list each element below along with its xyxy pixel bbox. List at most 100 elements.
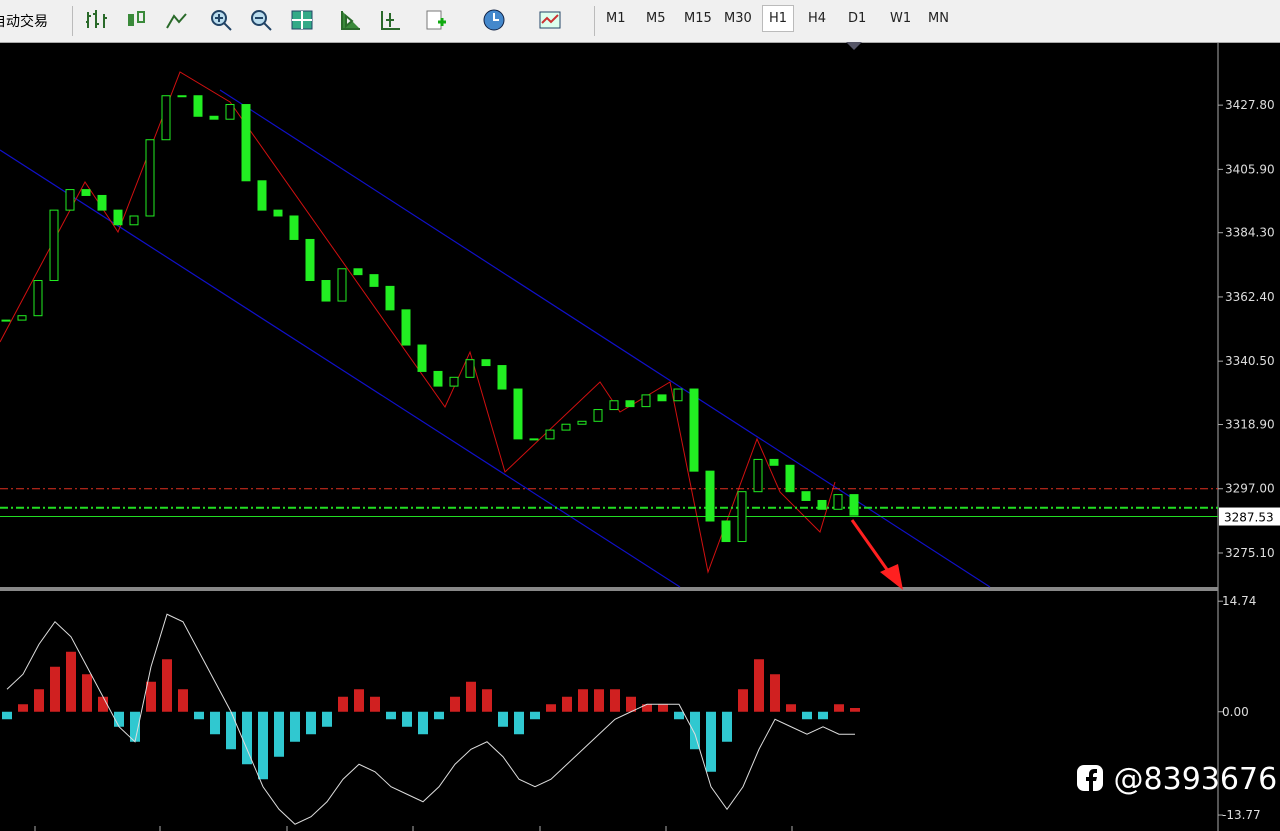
macd-tick-label: -13.77 <box>1222 808 1261 822</box>
histogram-bar <box>514 711 524 735</box>
price-tick-label: 3275.10 <box>1225 546 1275 560</box>
timeframe-button[interactable]: M30 <box>724 11 752 26</box>
histogram-bar <box>18 704 28 712</box>
line-icon[interactable] <box>164 8 188 32</box>
candle <box>193 95 203 117</box>
candle <box>241 104 251 182</box>
histogram-bar <box>706 711 716 772</box>
timeframe-button[interactable]: M5 <box>646 11 666 26</box>
candle <box>97 194 107 211</box>
chart: 3427.80 3405.90 3384.30 3362.40 3340.50 3318.… <box>0 42 1280 831</box>
candle <box>561 423 571 431</box>
histogram-bar <box>658 704 668 712</box>
candle <box>801 491 811 501</box>
histogram-bar <box>642 704 652 712</box>
candle <box>17 315 27 321</box>
histogram-bar <box>242 711 252 765</box>
candle <box>1 319 11 322</box>
candle <box>721 520 731 543</box>
histogram-bar <box>338 696 348 712</box>
candle <box>593 409 603 422</box>
timeframe-button[interactable]: D1 <box>848 11 867 26</box>
bar-chart-icon[interactable] <box>84 8 108 32</box>
histogram-bar <box>402 711 412 727</box>
histogram-bar <box>130 711 140 742</box>
candle <box>689 388 699 472</box>
histogram-bar <box>418 711 428 735</box>
candle <box>65 189 75 211</box>
price-tick-label: 3318.90 <box>1225 418 1275 432</box>
histogram-bar <box>98 696 108 712</box>
price-tick-label: 3340.50 <box>1225 354 1275 368</box>
auto-trade-button[interactable]: 自动交易 <box>0 14 48 30</box>
histogram-bar <box>562 696 572 712</box>
histogram-bar <box>674 711 684 720</box>
histogram-bar <box>354 689 364 712</box>
timeframe-button[interactable]: H4 <box>808 11 827 26</box>
histogram-bar <box>754 659 764 712</box>
current-price-label: 3287.53 <box>1224 511 1274 525</box>
histogram-bar <box>578 689 588 712</box>
timeframe-button[interactable]: W1 <box>890 11 912 26</box>
histogram-bar <box>594 689 604 712</box>
histogram-bar <box>306 711 316 735</box>
histogram-bar <box>258 711 268 780</box>
candle <box>433 370 443 387</box>
candle <box>225 104 235 120</box>
timeframe-button[interactable]: M15 <box>684 11 712 26</box>
candle <box>81 189 91 196</box>
histogram-bar <box>530 711 540 720</box>
tile-icon[interactable] <box>290 8 314 32</box>
histogram-bar <box>738 689 748 712</box>
shift-icon[interactable] <box>378 8 402 32</box>
candle <box>129 215 139 226</box>
period-icon[interactable] <box>482 8 506 32</box>
histogram-bar <box>482 689 492 712</box>
histogram-bar <box>370 696 380 712</box>
indicator-icon[interactable] <box>424 8 448 32</box>
candle <box>369 274 379 287</box>
price-tick-label: 3427.80 <box>1225 98 1275 112</box>
price-tick-label: 3297.00 <box>1225 482 1275 496</box>
timeframe-button[interactable]: M1 <box>606 11 626 26</box>
histogram-bar <box>610 689 620 712</box>
candle <box>161 95 171 141</box>
pane-divider <box>0 587 1218 591</box>
histogram-bar <box>466 681 476 712</box>
candle <box>49 209 59 282</box>
watermark-text: @8393676 <box>1113 762 1278 797</box>
histogram-bar <box>626 696 636 712</box>
separator <box>594 6 595 36</box>
candle-icon[interactable] <box>124 8 148 32</box>
timeframe-button[interactable]: MN <box>928 11 949 26</box>
facebook-icon <box>1077 765 1103 791</box>
candle <box>385 285 395 311</box>
macd-line <box>6 613 855 825</box>
candle <box>113 209 123 226</box>
timeframe-button[interactable]: H1 <box>762 5 795 32</box>
zoom-in-icon[interactable] <box>209 8 233 32</box>
candle <box>417 344 427 372</box>
candle <box>849 494 859 516</box>
candle <box>353 268 363 276</box>
candle <box>497 365 507 390</box>
candle <box>449 376 459 387</box>
macd-tick-label: 0.00 <box>1222 705 1249 719</box>
autoscroll-icon[interactable] <box>338 8 362 32</box>
histogram-bar <box>690 711 700 750</box>
price-tick-label: 3384.30 <box>1225 226 1275 240</box>
toolbar: 自动交易 M1 M5 M15 M30 H1 H4 D1 W1 MN <box>0 0 1280 43</box>
channel-lines <box>0 89 991 588</box>
zoom-out-icon[interactable] <box>249 8 273 32</box>
candle <box>737 491 747 543</box>
histogram-bar <box>178 689 188 712</box>
candle <box>577 420 587 425</box>
candle <box>625 400 635 408</box>
histogram-bar <box>274 711 284 757</box>
histogram-bar <box>2 711 12 720</box>
candle <box>273 209 283 217</box>
candle <box>305 238 315 282</box>
histogram-bar <box>290 711 300 742</box>
template-icon[interactable] <box>538 8 562 32</box>
